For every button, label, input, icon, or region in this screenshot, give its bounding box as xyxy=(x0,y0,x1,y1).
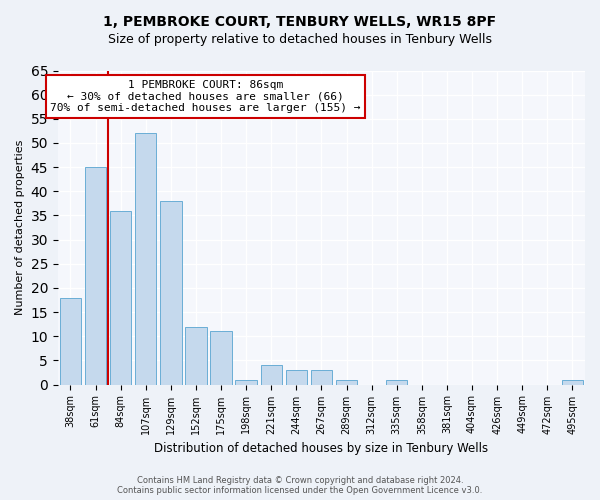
Bar xyxy=(235,380,257,384)
Bar xyxy=(160,201,182,384)
X-axis label: Distribution of detached houses by size in Tenbury Wells: Distribution of detached houses by size … xyxy=(154,442,488,455)
Bar xyxy=(135,134,157,384)
Y-axis label: Number of detached properties: Number of detached properties xyxy=(15,140,25,315)
Text: Size of property relative to detached houses in Tenbury Wells: Size of property relative to detached ho… xyxy=(108,32,492,46)
Bar xyxy=(85,167,106,384)
Bar xyxy=(260,365,282,384)
Bar xyxy=(185,326,206,384)
Bar xyxy=(562,380,583,384)
Bar xyxy=(286,370,307,384)
Bar xyxy=(336,380,357,384)
Bar xyxy=(110,210,131,384)
Bar xyxy=(311,370,332,384)
Bar xyxy=(386,380,407,384)
Text: 1 PEMBROKE COURT: 86sqm
← 30% of detached houses are smaller (66)
70% of semi-de: 1 PEMBROKE COURT: 86sqm ← 30% of detache… xyxy=(50,80,361,113)
Bar xyxy=(211,332,232,384)
Text: 1, PEMBROKE COURT, TENBURY WELLS, WR15 8PF: 1, PEMBROKE COURT, TENBURY WELLS, WR15 8… xyxy=(103,15,497,29)
Bar xyxy=(60,298,81,384)
Text: Contains HM Land Registry data © Crown copyright and database right 2024.
Contai: Contains HM Land Registry data © Crown c… xyxy=(118,476,482,495)
